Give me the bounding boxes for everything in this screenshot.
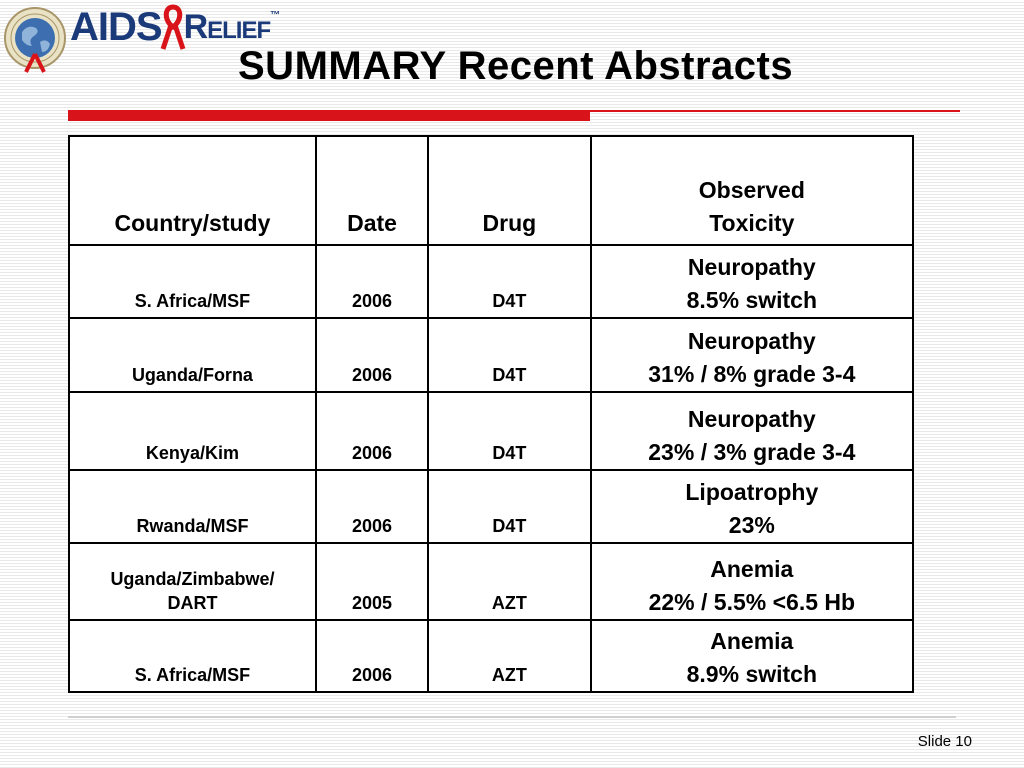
cell-date: 2006	[314, 317, 430, 393]
cell-date: 2006	[314, 244, 430, 319]
table-row: S. Africa/MSF 2006 AZT Anemia 8.9% switc…	[68, 619, 915, 693]
trademark-symbol: ™	[270, 10, 281, 21]
globe-seal-icon	[4, 7, 66, 73]
cell-drug: D4T	[427, 391, 592, 471]
country-line-1: S. Africa/MSF	[134, 291, 251, 311]
cell-country-study: S. Africa/MSF	[68, 244, 317, 319]
toxicity-line-1: Neuropathy	[687, 406, 816, 432]
country-line-1: Uganda/Zimbabwe/	[110, 569, 275, 589]
cell-drug: AZT	[427, 542, 592, 621]
cell-country-study: Uganda/Zimbabwe/ DART	[68, 542, 317, 621]
cell-date: 2006	[314, 619, 430, 693]
country-line-2: DART	[167, 593, 218, 613]
toxicity-line-1: Anemia	[710, 556, 794, 582]
brand-relief-text: Relief	[183, 7, 272, 46]
header-toxicity-line-1: Observed	[698, 177, 805, 203]
toxicity-line-2: 23% / 3% grade 3-4	[648, 439, 856, 465]
cell-country-study: S. Africa/MSF	[68, 619, 317, 693]
title-underline-bar	[68, 110, 590, 121]
cell-observed-toxicity: Anemia 22% / 5.5% <6.5 Hb	[589, 542, 915, 621]
cell-country-study: Kenya/Kim	[68, 391, 317, 471]
table-row: Rwanda/MSF 2006 D4T Lipoatrophy 23%	[68, 469, 915, 544]
footer-rule	[68, 716, 956, 718]
cell-drug: AZT	[427, 619, 592, 693]
cell-date: 2005	[314, 542, 430, 621]
title-underline-rule	[590, 110, 960, 112]
toxicity-line-2: 31% / 8% grade 3-4	[648, 361, 856, 387]
header-date: Date	[314, 135, 430, 246]
table-row: Uganda/Forna 2006 D4T Neuropathy 31% / 8…	[68, 317, 915, 393]
toxicity-line-1: Neuropathy	[687, 254, 816, 280]
toxicity-line-1: Lipoatrophy	[685, 479, 819, 505]
cell-date: 2006	[314, 469, 430, 544]
table-row: Uganda/Zimbabwe/ DART 2005 AZT Anemia 22…	[68, 542, 915, 621]
cell-country-study: Uganda/Forna	[68, 317, 317, 393]
toxicity-line-2: 22% / 5.5% <6.5 Hb	[648, 589, 856, 615]
cell-observed-toxicity: Neuropathy 23% / 3% grade 3-4	[589, 391, 915, 471]
toxicity-line-2: 8.9% switch	[686, 661, 818, 687]
cell-observed-toxicity: Anemia 8.9% switch	[589, 619, 915, 693]
slide-title: SUMMARY Recent Abstracts	[238, 44, 794, 88]
cell-drug: D4T	[427, 244, 592, 319]
toxicity-line-1: Anemia	[710, 628, 794, 654]
toxicity-line-2: 23%	[728, 512, 775, 538]
cell-observed-toxicity: Lipoatrophy 23%	[589, 469, 915, 544]
brand-aids-text: AIDS	[70, 4, 163, 49]
aidsrelief-logo: AIDS Relief ™	[0, 0, 280, 80]
header-observed-toxicity: Observed Toxicity	[589, 135, 915, 246]
cell-country-study: Rwanda/MSF	[68, 469, 317, 544]
country-line-1: Rwanda/MSF	[136, 516, 249, 536]
abstracts-table: Country/study Date Drug Observed Toxicit…	[68, 135, 915, 693]
country-line-1: S. Africa/MSF	[134, 665, 251, 685]
table-row: Kenya/Kim 2006 D4T Neuropathy 23% / 3% g…	[68, 391, 915, 471]
toxicity-line-1: Neuropathy	[687, 328, 816, 354]
header-toxicity-line-2: Toxicity	[709, 210, 795, 236]
table-header-row: Country/study Date Drug Observed Toxicit…	[68, 135, 915, 246]
country-line-1: Uganda/Forna	[131, 365, 253, 385]
country-line-1: Kenya/Kim	[145, 443, 239, 463]
cell-observed-toxicity: Neuropathy 8.5% switch	[589, 244, 915, 319]
aidsrelief-wordmark: AIDS Relief ™	[70, 2, 280, 52]
toxicity-line-2: 8.5% switch	[686, 287, 818, 313]
header-country-study: Country/study	[68, 135, 317, 246]
cell-date: 2006	[314, 391, 430, 471]
cell-drug: D4T	[427, 469, 592, 544]
slide-number: Slide 10	[917, 733, 972, 750]
cell-drug: D4T	[427, 317, 592, 393]
red-ribbon-icon	[160, 4, 185, 50]
cell-observed-toxicity: Neuropathy 31% / 8% grade 3-4	[589, 317, 915, 393]
header-drug: Drug	[427, 135, 592, 246]
table-row: S. Africa/MSF 2006 D4T Neuropathy 8.5% s…	[68, 244, 915, 319]
